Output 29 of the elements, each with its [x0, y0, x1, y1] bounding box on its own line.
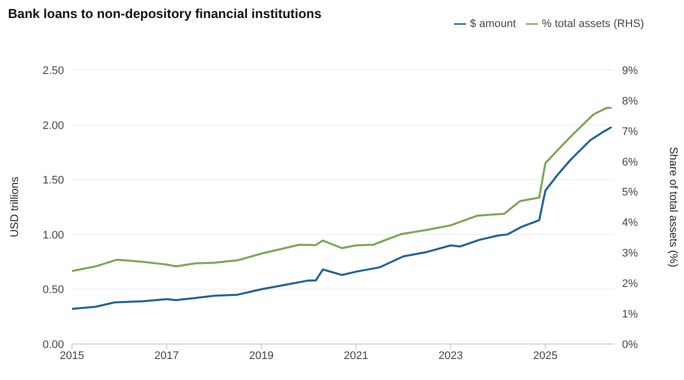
y2-tick-label: 9%	[622, 65, 638, 77]
x-tick-label: 2017	[154, 350, 179, 362]
y2-tick-label: 0%	[622, 338, 638, 351]
y-tick-label: 1.00	[42, 229, 64, 242]
y-tick-label: 2.50	[42, 65, 64, 77]
y-tick-label: 2.00	[42, 120, 64, 132]
y-tick-label: 0.50	[42, 284, 64, 296]
y2-tick-label: 4%	[622, 217, 638, 230]
y2-tick-label: 5%	[622, 186, 638, 199]
y-axis-title: USD trillions	[8, 176, 21, 238]
legend-label: $ amount	[470, 18, 516, 30]
x-tick-label: 2015	[60, 350, 84, 362]
y2-tick-label: 2%	[622, 278, 638, 290]
y2-axis-title: Share of total assets (%)	[667, 146, 680, 268]
line-series	[72, 126, 613, 310]
y2-tick-label: 3%	[622, 248, 638, 260]
y-tick-label: 1.50	[42, 174, 64, 187]
y2-tick-label: 1%	[622, 308, 638, 320]
y2-tick-label: 8%	[622, 95, 638, 108]
x-tick-label: 2023	[438, 350, 463, 362]
x-tick-label: 2019	[249, 350, 274, 362]
y2-tick-label: 7%	[622, 126, 638, 138]
legend-label: % total assets (RHS)	[542, 18, 644, 30]
chart-title: Bank loans to non-depository financial institutions	[8, 6, 322, 21]
line-series	[72, 106, 613, 272]
y-tick-label: 0.00	[42, 338, 64, 351]
x-tick-label: 2025	[533, 350, 558, 362]
x-tick-label: 2021	[344, 350, 368, 362]
y2-tick-label: 6%	[622, 156, 638, 168]
